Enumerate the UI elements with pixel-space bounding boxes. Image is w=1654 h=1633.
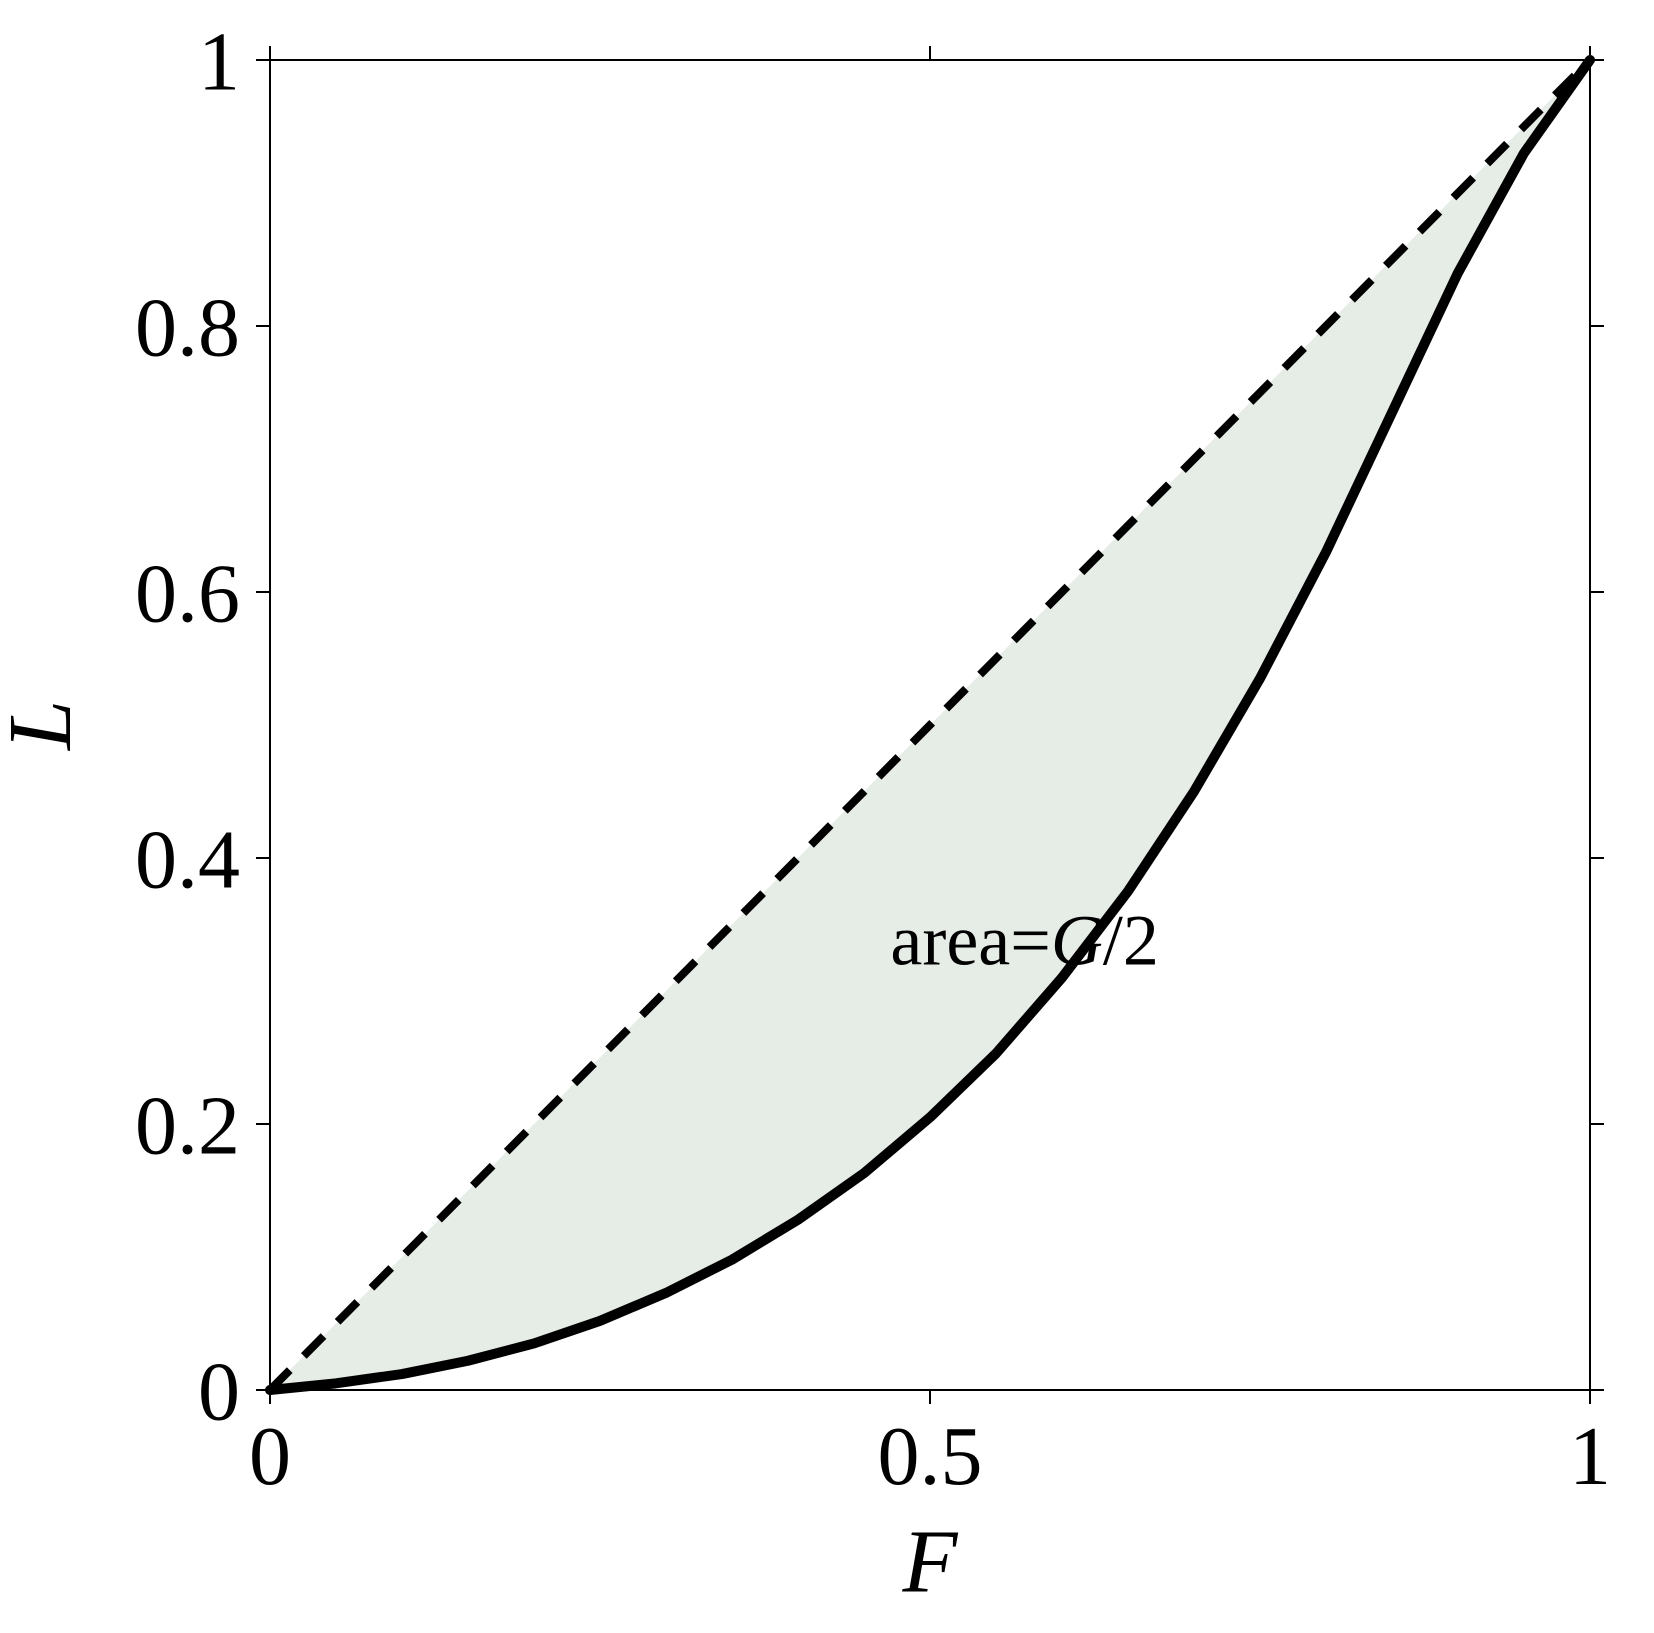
y-axis-title: L <box>0 700 90 752</box>
y-tick-label: 0 <box>198 1345 240 1438</box>
y-tick-label: 0.4 <box>135 813 240 906</box>
y-tick-label: 0.2 <box>135 1079 240 1172</box>
lorenz-chart: 0 0.5 1 0 0.2 0.4 0.6 0.8 1 F Larea=G/2 <box>0 0 1654 1633</box>
y-tick-label: 0.8 <box>135 281 240 374</box>
x-tick-label: 0 <box>249 1410 291 1503</box>
area-annotation: area=G/2 <box>890 900 1158 980</box>
y-tick-label: 0.6 <box>135 547 240 640</box>
x-tick-label: 1 <box>1569 1410 1611 1503</box>
y-tick-label: 1 <box>198 15 240 108</box>
x-tick-label: 0.5 <box>878 1410 983 1503</box>
chart-svg: 0 0.5 1 0 0.2 0.4 0.6 0.8 1 F Larea=G/2 <box>0 0 1654 1633</box>
x-axis-title: F <box>902 1513 959 1612</box>
